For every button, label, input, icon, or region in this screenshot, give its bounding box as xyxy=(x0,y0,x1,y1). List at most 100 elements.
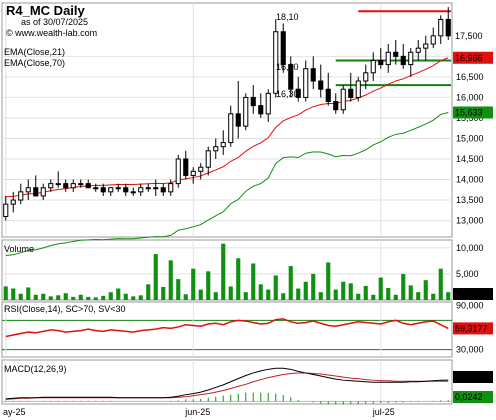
panel-frame-price xyxy=(1,2,453,238)
price-level-label: 16,30 xyxy=(276,89,299,99)
macd-hist-tag-bg xyxy=(453,391,493,403)
price-tick-label: 14,000 xyxy=(456,175,484,185)
legend-ema-long: EMA(Close,70) xyxy=(4,58,65,68)
volume-last-tag: 1,507 xyxy=(455,289,478,299)
volume-bar xyxy=(333,289,338,300)
volume-bar xyxy=(318,292,323,300)
volume-bar xyxy=(236,258,241,300)
volume-bar xyxy=(408,285,413,300)
rsi-last-tag: 59,3177 xyxy=(455,323,488,333)
candle-body xyxy=(93,187,99,190)
volume-bar xyxy=(191,268,196,300)
candle-body xyxy=(415,47,421,53)
price-level-label: 18,10 xyxy=(276,12,299,22)
site-credit: © www.wealth-lab.com xyxy=(6,28,97,38)
volume-bar xyxy=(296,288,301,300)
candle-body xyxy=(265,92,271,115)
volume-bar xyxy=(56,295,61,300)
volume-bar xyxy=(108,292,113,300)
chart-title: R4_MC Daily xyxy=(6,3,86,18)
candle-body xyxy=(355,80,361,98)
volume-bar xyxy=(416,292,421,300)
candle-body xyxy=(333,101,339,111)
candle-body xyxy=(55,183,61,186)
volume-last-tag-bg xyxy=(453,288,493,300)
volume-bar xyxy=(281,293,286,300)
volume-bar xyxy=(438,268,443,300)
volume-bar xyxy=(266,289,271,300)
panel-frame-vol xyxy=(1,239,453,301)
candle-body xyxy=(340,88,346,111)
candle-body xyxy=(153,187,159,190)
volume-bar xyxy=(63,293,68,300)
candle-body xyxy=(160,187,166,193)
price-tick-label: 16,500 xyxy=(456,72,484,82)
candle-body xyxy=(280,31,286,66)
volume-bar xyxy=(116,288,121,300)
rsi-last-tag-bg xyxy=(453,322,493,335)
volume-bar xyxy=(71,296,76,300)
volume-bar xyxy=(213,292,218,300)
candle-body xyxy=(48,183,54,189)
ema-long-line xyxy=(5,112,449,256)
volume-title: Volume xyxy=(4,244,34,254)
price-tick-label: 13,500 xyxy=(456,195,484,205)
candle-body xyxy=(100,187,106,193)
candle-body xyxy=(438,18,444,37)
price-tick-label: 15,000 xyxy=(456,133,484,143)
ema-long-tag: 15,633 xyxy=(455,107,483,117)
volume-bar xyxy=(41,293,46,300)
macd-signal-line xyxy=(5,372,449,400)
candle-body xyxy=(430,35,436,45)
volume-bar xyxy=(311,273,316,300)
candle-body xyxy=(243,96,249,127)
candle-body xyxy=(235,113,241,127)
volume-bar xyxy=(228,286,233,300)
candle-body xyxy=(70,183,76,189)
x-tick-label: jul-25 xyxy=(372,407,395,417)
volume-bar xyxy=(48,296,53,300)
candle-body xyxy=(63,183,69,189)
volume-tick-label: 5,000 xyxy=(456,269,479,279)
volume-bar xyxy=(431,293,436,300)
rsi-tick-label: 90,000 xyxy=(456,301,484,311)
candle-body xyxy=(85,183,91,189)
candle-body xyxy=(183,158,189,176)
volume-bar xyxy=(198,289,203,300)
volume-bar xyxy=(18,293,23,300)
price-tick-label: 16,000 xyxy=(456,92,484,102)
last-close-tag: 17,500 xyxy=(455,31,483,41)
volume-bar xyxy=(393,294,398,300)
volume-bar xyxy=(78,294,83,300)
volume-bar xyxy=(3,286,8,300)
price-level-label: 16,90 xyxy=(276,62,299,72)
candle-body xyxy=(400,55,406,66)
ema-short-line xyxy=(5,57,449,198)
volume-bar xyxy=(258,284,263,300)
volume-bar xyxy=(138,295,143,300)
candle-body xyxy=(325,88,331,103)
volume-bar xyxy=(363,285,368,300)
candle-body xyxy=(220,142,226,148)
volume-bar xyxy=(221,243,226,300)
volume-bar xyxy=(131,296,136,300)
candle-body xyxy=(25,187,31,193)
volume-bar xyxy=(348,283,353,300)
candle-body xyxy=(408,51,414,66)
macd-last-tag-bg xyxy=(453,371,493,383)
volume-bar xyxy=(86,296,91,300)
as-of-date: as of 30/07/2025 xyxy=(21,17,88,27)
candle-body xyxy=(445,18,451,37)
macd-title: MACD(12,26,9) xyxy=(4,364,67,374)
volume-bar xyxy=(288,266,293,300)
volume-bar xyxy=(176,279,181,300)
volume-bar xyxy=(26,287,31,300)
candle-body xyxy=(138,187,144,193)
volume-bar xyxy=(161,286,166,300)
candle-body xyxy=(3,203,9,217)
candle-body xyxy=(250,96,256,107)
candle-body xyxy=(33,187,39,197)
candle-body xyxy=(393,51,399,57)
volume-bar xyxy=(401,273,406,300)
macd-hist-tag: 0,0242 xyxy=(455,392,483,402)
